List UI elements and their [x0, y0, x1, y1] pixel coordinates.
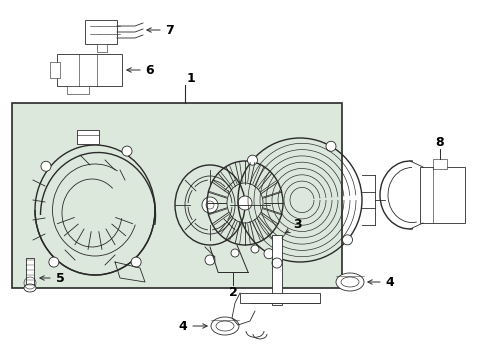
Circle shape — [342, 235, 352, 245]
Ellipse shape — [210, 317, 239, 335]
Text: 6: 6 — [126, 63, 154, 77]
Circle shape — [204, 255, 215, 265]
Text: 7: 7 — [146, 23, 174, 36]
Circle shape — [325, 141, 335, 151]
Text: 8: 8 — [435, 136, 444, 149]
Bar — [240, 293, 319, 303]
Text: 2: 2 — [228, 287, 237, 300]
Ellipse shape — [24, 284, 36, 292]
Circle shape — [247, 155, 257, 165]
Bar — [271, 235, 282, 305]
Bar — [26, 258, 34, 286]
Circle shape — [49, 257, 59, 267]
Bar — [419, 167, 464, 223]
Text: 3: 3 — [285, 219, 302, 233]
Bar — [97, 44, 107, 52]
Text: 4: 4 — [367, 275, 393, 288]
Text: 5: 5 — [40, 271, 64, 284]
Ellipse shape — [335, 273, 363, 291]
Bar — [67, 86, 89, 94]
Circle shape — [238, 196, 251, 210]
Text: 1: 1 — [186, 72, 195, 85]
Circle shape — [250, 245, 259, 253]
Circle shape — [41, 161, 51, 171]
Bar — [432, 159, 446, 169]
Text: 4: 4 — [178, 320, 207, 333]
Circle shape — [122, 146, 132, 156]
Circle shape — [131, 257, 141, 267]
Bar — [12, 103, 341, 288]
Circle shape — [264, 249, 273, 259]
Circle shape — [230, 249, 239, 257]
Circle shape — [202, 197, 218, 213]
Bar — [77, 130, 99, 144]
Bar — [85, 20, 117, 44]
Bar — [57, 54, 122, 86]
Bar — [50, 62, 60, 78]
